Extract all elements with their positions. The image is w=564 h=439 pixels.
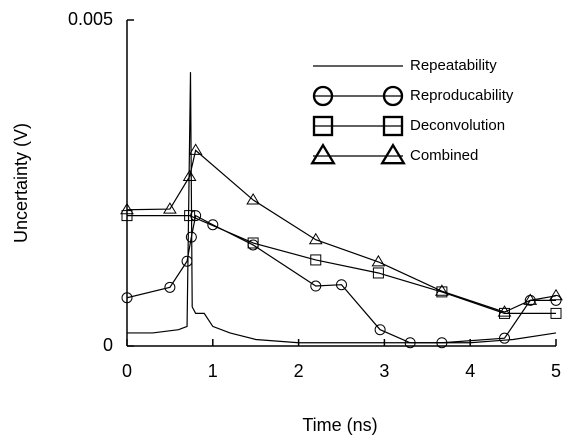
data-point <box>497 305 512 317</box>
data-point <box>499 332 511 344</box>
x-axis-title: Time (ns) <box>302 415 377 435</box>
data-point <box>436 337 448 349</box>
x-tick-label: 0 <box>122 361 132 381</box>
data-point <box>164 281 176 293</box>
x-tick-label: 5 <box>551 361 561 381</box>
data-point <box>550 294 562 306</box>
x-tick-label: 1 <box>208 361 218 381</box>
data-point <box>523 293 538 305</box>
data-point <box>310 254 322 266</box>
data-point <box>163 202 177 214</box>
data-point <box>308 232 323 245</box>
series-line <box>127 72 557 344</box>
y-tick-label: 0 <box>103 335 113 355</box>
y-axis-title: Uncertainty (V) <box>11 123 31 243</box>
data-point <box>374 324 386 336</box>
data-point <box>435 284 449 296</box>
series-line <box>127 215 556 314</box>
legend-marker <box>382 115 404 137</box>
data-point <box>188 143 203 155</box>
legend-label: Combined <box>410 147 478 164</box>
x-tick-label: 4 <box>465 361 475 381</box>
data-point <box>310 280 322 292</box>
data-point <box>181 255 193 267</box>
legend-marker <box>380 142 406 165</box>
data-point <box>372 267 384 279</box>
data-point <box>550 307 562 319</box>
data-point <box>184 210 196 222</box>
data-point <box>207 219 219 231</box>
series-line <box>126 214 556 344</box>
data-point <box>182 169 197 181</box>
x-tick-label: 2 <box>294 361 304 381</box>
data-point <box>436 286 448 298</box>
data-point <box>121 292 133 304</box>
legend-marker <box>310 142 336 165</box>
data-point <box>404 337 416 349</box>
data-point <box>336 279 347 291</box>
data-point <box>185 231 197 243</box>
legend-label: Deconvolution <box>410 117 505 134</box>
data-point <box>371 254 386 267</box>
data-point <box>247 237 259 249</box>
data-point <box>246 192 261 205</box>
legend-marker <box>382 85 404 107</box>
data-point <box>120 202 134 215</box>
series-line <box>126 149 557 313</box>
data-point <box>549 288 563 301</box>
legend-marker <box>312 85 334 107</box>
data-point <box>499 307 511 319</box>
legend-label: Reproducability <box>410 87 514 104</box>
legend-marker <box>312 115 334 137</box>
data-point <box>121 210 133 222</box>
x-tick-label: 3 <box>379 361 389 381</box>
y-tick-label: 0.005 <box>68 9 113 29</box>
data-point <box>524 294 536 306</box>
legend-label: Repeatability <box>410 57 497 74</box>
